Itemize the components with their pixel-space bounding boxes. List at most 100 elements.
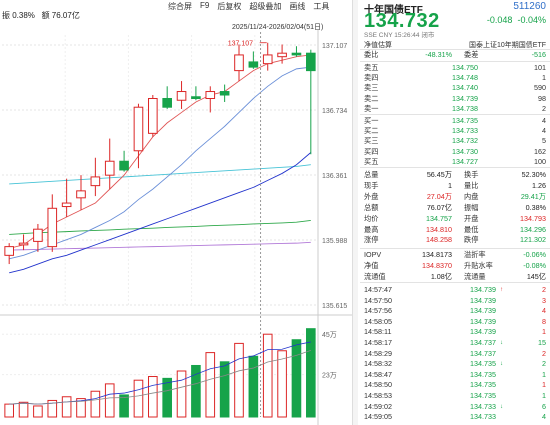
ask-price: 134.738 (452, 103, 478, 113)
tick-row[interactable]: 14:58:53 134.735 1 (360, 391, 550, 401)
bid-label: 买三 (364, 136, 379, 146)
tick-row[interactable]: 14:57:47 134.739 ↑ 2 (360, 285, 550, 295)
tick-row[interactable]: 14:58:50 134.735 1 (360, 380, 550, 390)
tick-price: 134.735 (470, 359, 496, 369)
stat-value: 134.8173 (422, 250, 452, 259)
ask-row: 卖三 134.740 590 (360, 83, 550, 93)
candle-body (306, 52, 316, 72)
stat-label: 净值 (364, 260, 379, 270)
ask-label: 卖二 (364, 93, 379, 103)
panel-collapse-strip[interactable] (353, 0, 358, 425)
tick-volume: 8 (542, 316, 546, 326)
stat-label: IOPV (364, 250, 382, 259)
market-meta: SSE CNY 15:26:44 闭市 (364, 32, 435, 39)
volume-bar (248, 355, 259, 418)
stat-label: 溢折率 (464, 250, 486, 259)
tick-volume: 2 (542, 359, 546, 369)
ask-price: 134.739 (452, 93, 478, 103)
tick-price: 134.739 (470, 327, 496, 337)
stat-label: 现手 (364, 180, 379, 190)
tick-direction-icon: ↓ (500, 340, 503, 346)
bid-row: 买四 134.730 162 (360, 147, 550, 157)
tick-row[interactable]: 14:59:05 134.733 4 (360, 412, 550, 422)
tick-time: 14:57:47 (364, 285, 392, 294)
divider (360, 282, 550, 283)
stat-label: 流通值 (364, 271, 386, 281)
ratio-value: -48.31% (425, 50, 452, 59)
ask-label: 卖四 (364, 73, 379, 83)
tick-volume: 1 (542, 327, 546, 337)
menu-overlay[interactable]: 超级叠加 (249, 2, 282, 11)
bid-price: 134.730 (452, 146, 478, 156)
stat-value: 0.38% (525, 202, 546, 212)
stat-row: 总量 56.45万 换手 52.30% (360, 170, 550, 180)
change-value: -0.048 (486, 15, 513, 25)
volume-ma-line (9, 350, 311, 405)
volume-bar (148, 376, 158, 418)
menu-adjust[interactable]: 后复权 (217, 2, 242, 11)
candle-body (90, 176, 101, 187)
menu-overview[interactable]: 综合屏 (168, 2, 192, 11)
candle-body (148, 97, 158, 134)
tick-direction-icon: ↓ (500, 361, 503, 368)
tick-direction-icon: ↑ (500, 287, 503, 293)
tick-row[interactable]: 14:58:11 134.739 1 (360, 327, 550, 337)
tick-row[interactable]: 14:57:56 134.739 4 (360, 306, 550, 316)
tick-time: 14:59:02 (364, 401, 392, 411)
volume-bar (306, 328, 316, 418)
amplitude-text: 振 0.38% (2, 11, 35, 20)
candle-body (191, 96, 201, 99)
menu-draw[interactable]: 画线 (289, 2, 306, 11)
bid-volume: 4 (542, 126, 546, 136)
menu-f9[interactable]: F9 (200, 1, 210, 10)
price-tick-label: 137.107 (322, 43, 347, 50)
volume-bar (47, 399, 58, 418)
stat-row: 总额 76.07亿 振幅 0.38% (360, 203, 550, 213)
tick-row[interactable]: 14:58:05 134.739 8 (360, 317, 550, 327)
ma-line-green (9, 220, 311, 235)
candle-body (291, 52, 302, 56)
stat-label: 最低 (464, 224, 479, 234)
tick-row[interactable]: 14:58:17 134.737 ↓ 15 (360, 338, 550, 348)
volume-bar (176, 370, 187, 418)
tick-time: 14:59:05 (364, 412, 392, 422)
ask-price: 134.748 (452, 73, 478, 83)
tick-row[interactable]: 14:57:50 134.739 3 (360, 296, 550, 306)
stat-value: 56.45万 (426, 170, 452, 179)
bid-row: 买三 134.732 5 (360, 136, 550, 146)
tick-time: 14:58:53 (364, 391, 392, 400)
stat-value: 134.793 (520, 213, 546, 223)
ask-label: 卖一 (364, 103, 379, 113)
stat-value: 76.07亿 (426, 202, 452, 212)
security-name: 十年国债ETF (364, 5, 423, 16)
tick-row[interactable]: 14:59:02 134.733 ↓ 6 (360, 402, 550, 412)
volume-tick-label: 23万 (322, 372, 337, 380)
bid-price: 134.735 (452, 116, 478, 125)
volume-bar (104, 383, 115, 418)
ratio-label: 委比 (364, 50, 379, 59)
diff-label: 委差 (464, 50, 479, 59)
ask-volume: 590 (534, 83, 546, 93)
candle-body (4, 246, 14, 256)
security-code: 511260 (513, 1, 546, 12)
candle-body (33, 228, 43, 242)
tick-row[interactable]: 14:58:29 134.737 2 (360, 349, 550, 359)
tick-volume: 15 (538, 338, 546, 347)
menu-tools[interactable]: 工具 (313, 2, 330, 11)
tick-row[interactable]: 14:58:32 134.735 ↓ 2 (360, 359, 550, 369)
stat-label: 总额 (364, 202, 379, 212)
ask-row: 卖四 134.748 1 (360, 73, 550, 83)
volume-bar (76, 398, 86, 418)
bid-row: 买五 134.727 100 (360, 157, 550, 167)
kline-chart[interactable]: 137.107 136.734 136.361 135.988 135.615 137.1… (0, 30, 352, 425)
stat-label: 跌停 (464, 235, 479, 245)
ma-line-long (9, 152, 312, 274)
tick-row[interactable]: 14:58:47 134.735 1 (360, 370, 550, 380)
candle-body (162, 97, 172, 108)
stat-label: 总量 (364, 170, 379, 179)
tick-time: 14:58:47 (364, 369, 392, 379)
stat-value: 134.296 (520, 224, 546, 234)
bid-volume: 5 (542, 136, 546, 146)
ask-price: 134.740 (452, 83, 478, 93)
tick-volume: 3 (542, 295, 546, 305)
